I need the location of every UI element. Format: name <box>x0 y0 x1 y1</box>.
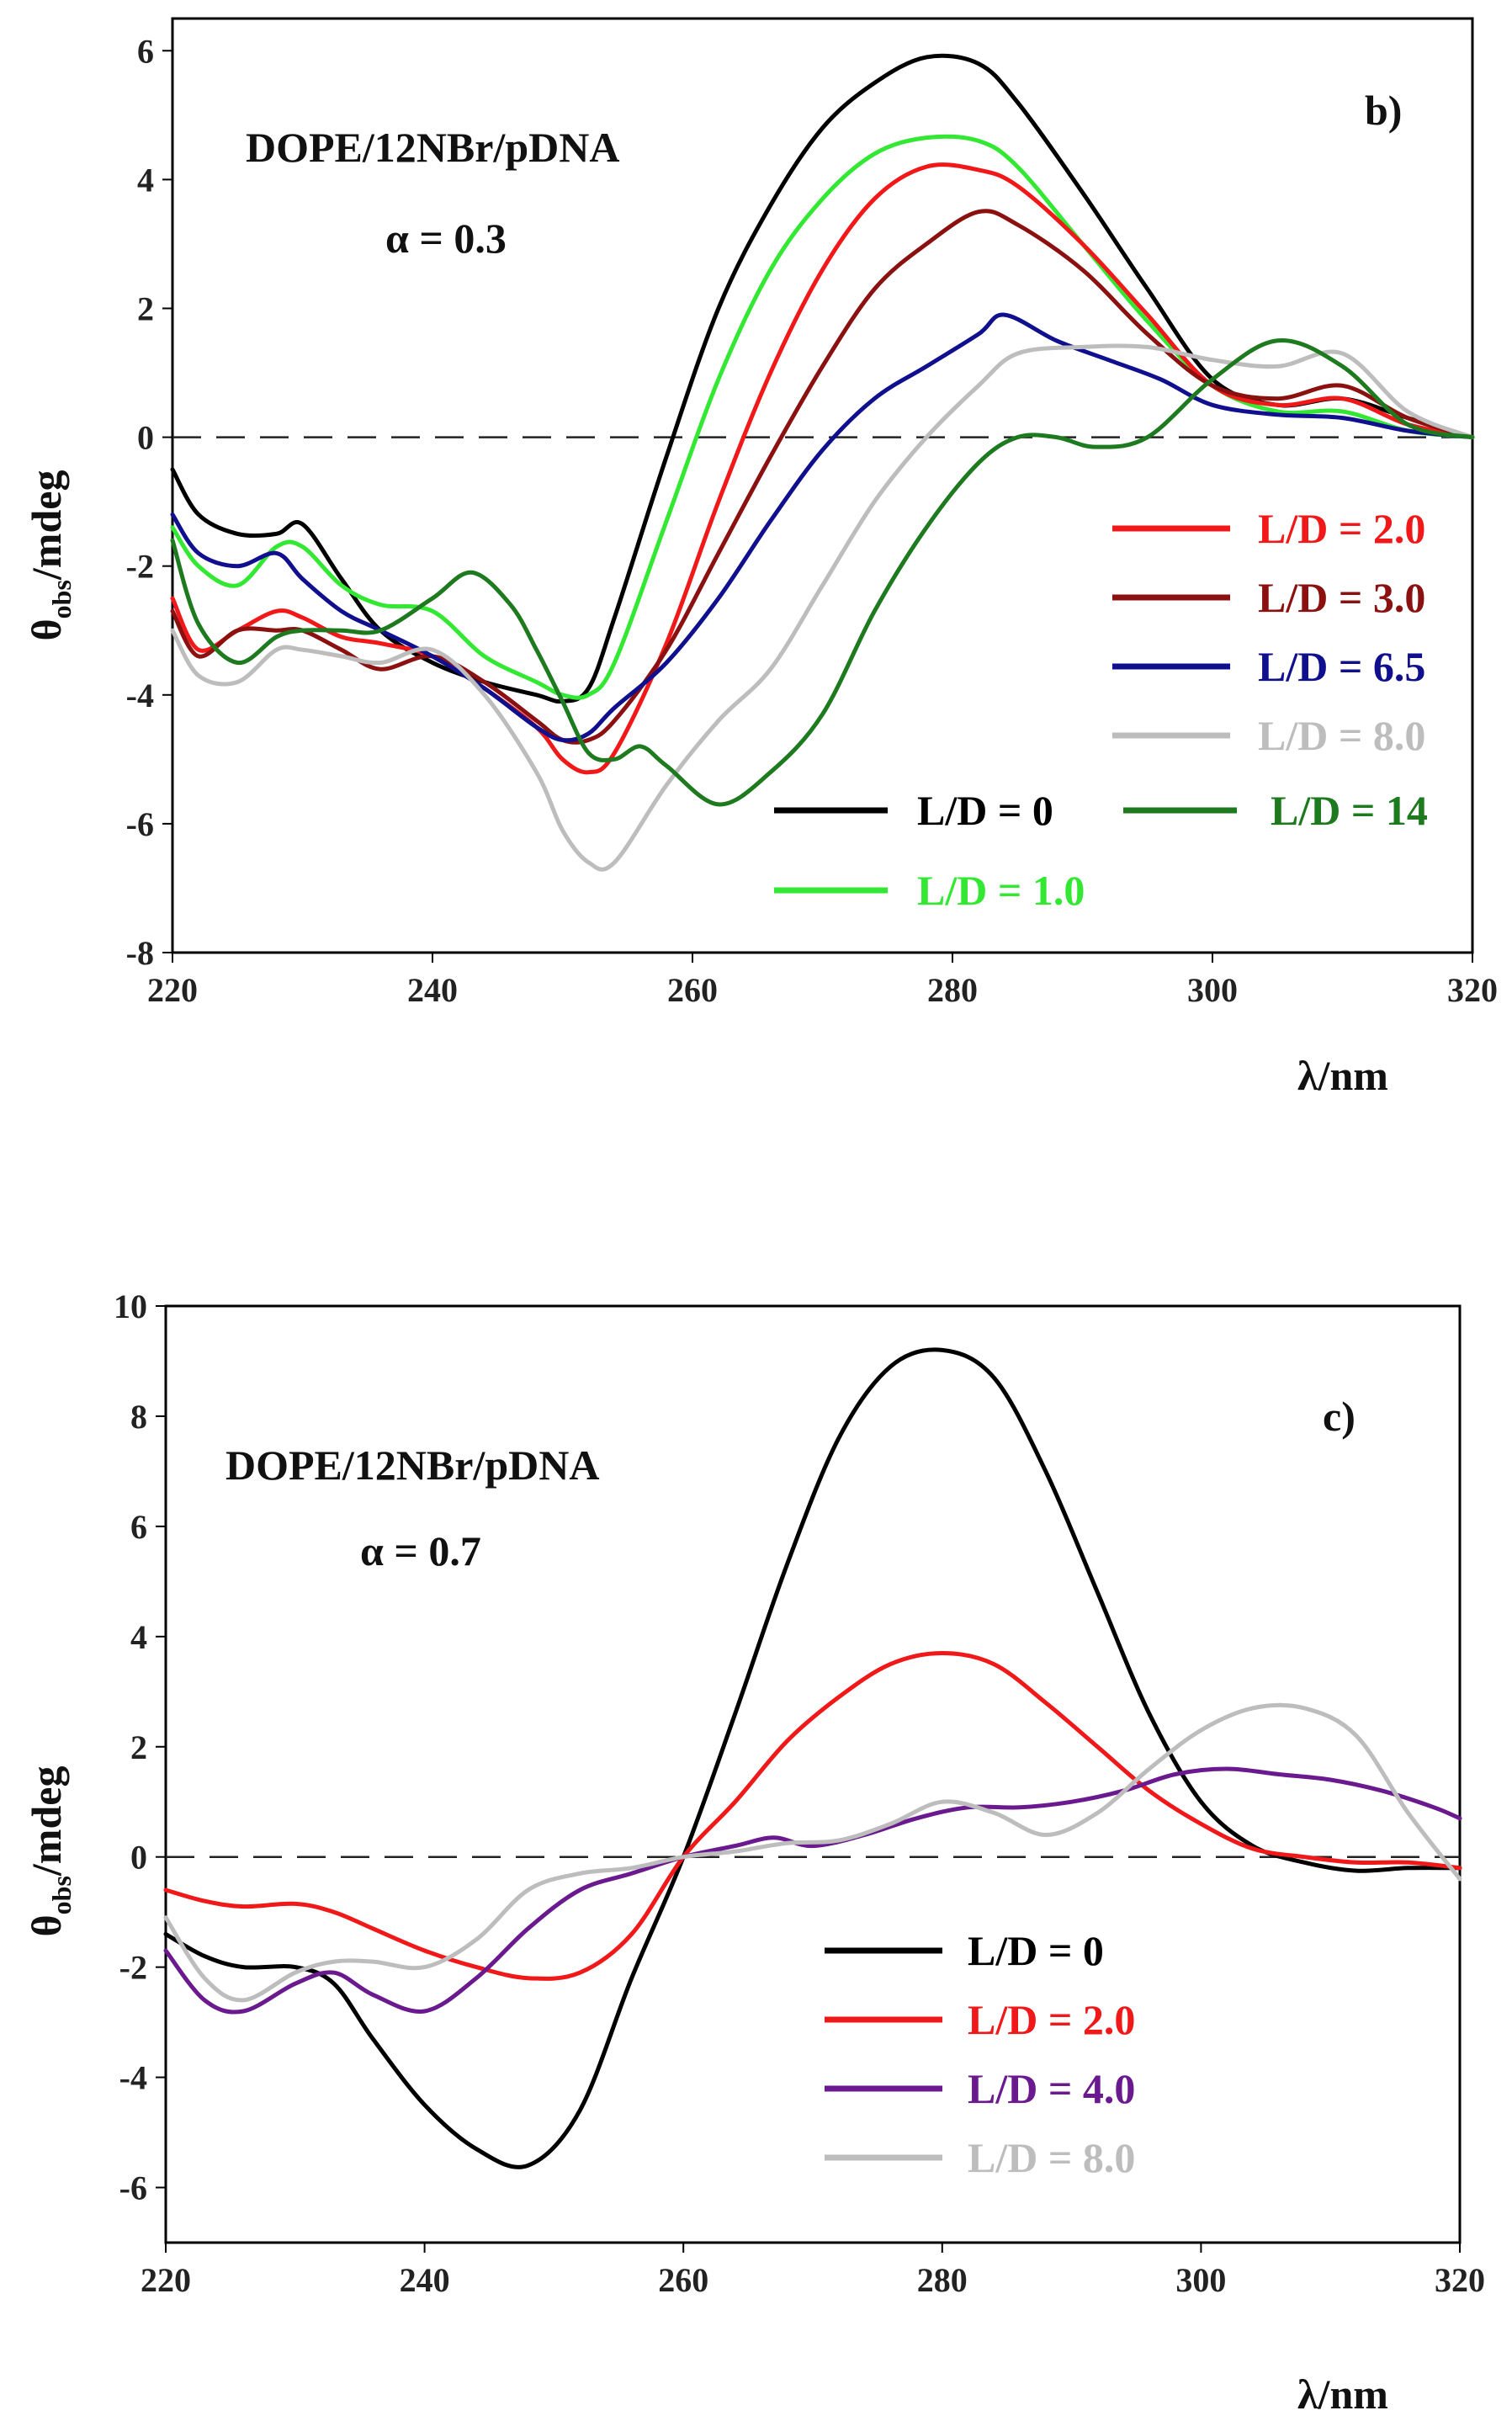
panel-label: b) <box>1365 87 1402 134</box>
chart-panel-b: 220 240 260 280 300 320 -8 -6 -4 -2 0 2 4 6 DOPE/12NB… <box>23 17 1498 1099</box>
legend-label: L/D = 1.0 <box>917 867 1085 914</box>
x-tick-label: 280 <box>917 2261 968 2299</box>
legend-label: L/D = 0 <box>968 1927 1104 1974</box>
axes: 220 240 260 280 300 320 -8 -6 -4 -2 0 2 4 6 <box>126 32 1498 1009</box>
y-tick-label: 2 <box>130 1728 147 1766</box>
legend-label: L/D = 14 <box>1271 787 1428 834</box>
legend-item-ld-0: L/D = 0 <box>825 1927 1104 1974</box>
annotation-alpha: α = 0.7 <box>360 1527 481 1574</box>
series-line-l-d-0 <box>170 53 1475 704</box>
x-tick-label: 320 <box>1435 2261 1485 2299</box>
legend-item-ld-3: L/D = 3.0 <box>1112 574 1425 621</box>
y-tick-label: -2 <box>126 548 154 586</box>
y-tick-label: 6 <box>137 32 154 70</box>
legend-label: L/D = 2.0 <box>968 1996 1135 2043</box>
legend-label: L/D = 8.0 <box>968 2134 1135 2181</box>
y-axis-title-rest: /mdeg <box>23 470 70 581</box>
annotation-alpha: α = 0.3 <box>385 215 507 262</box>
axes: 220 240 260 280 300 320 -6 -4 -2 0 2 4 6 8 10 <box>114 1287 1485 2299</box>
series-line-l-d-2-0 <box>163 1651 1462 1981</box>
x-tick-label: 320 <box>1447 971 1498 1009</box>
series-line-l-d-14 <box>170 338 1475 807</box>
legend-label: L/D = 4.0 <box>968 2065 1135 2112</box>
x-tick-label: 300 <box>1175 2261 1226 2299</box>
legend: L/D = 0 L/D = 2.0 L/D = 4.0 L/D = 8.0 <box>825 1927 1135 2181</box>
series-group <box>163 1347 1462 2169</box>
y-axis-title-rest: /mdeg <box>23 1766 70 1877</box>
y-tick-label: 10 <box>114 1287 147 1325</box>
legend-label: L/D = 8.0 <box>1258 712 1425 759</box>
legend-item-ld-8: L/D = 8.0 <box>1112 712 1425 759</box>
y-tick-label: 8 <box>130 1398 147 1436</box>
x-tick-label: 220 <box>147 971 198 1009</box>
legend-label: L/D = 6.5 <box>1258 643 1425 690</box>
series-group <box>170 53 1475 872</box>
series-line-l-d-6-5 <box>170 312 1475 743</box>
legend-label: L/D = 0 <box>917 787 1053 834</box>
x-tick-label: 220 <box>141 2261 191 2299</box>
x-axis-title: λ/nm <box>1297 2371 1388 2418</box>
series-line-l-d-3-0 <box>170 209 1475 745</box>
series-line-l-d-8-0 <box>170 343 1475 872</box>
x-tick-label: 260 <box>658 2261 708 2299</box>
legend-item-ld-8: L/D = 8.0 <box>825 2134 1135 2181</box>
plot-frame <box>171 17 1474 954</box>
y-tick-label: -2 <box>119 1949 147 1987</box>
y-tick-label: 4 <box>130 1618 147 1656</box>
y-axis-title: θobs/mdeg <box>23 470 77 641</box>
y-tick-label: -4 <box>126 677 154 714</box>
legend-label: L/D = 2.0 <box>1258 505 1425 552</box>
y-tick-label: 6 <box>130 1508 147 1546</box>
x-tick-label: 300 <box>1187 971 1238 1009</box>
x-tick-label: 280 <box>927 971 978 1009</box>
series-line-l-d-4-0 <box>163 1766 1462 2015</box>
y-tick-label: 0 <box>130 1839 147 1877</box>
legend-label: L/D = 3.0 <box>1258 574 1425 621</box>
series-line-l-d-2-0 <box>170 162 1475 775</box>
legend-item-ld-4: L/D = 4.0 <box>825 2065 1135 2112</box>
annotation-sample: DOPE/12NBr/pDNA <box>225 1441 599 1489</box>
legend: L/D = 2.0 L/D = 3.0 L/D = 6.5 L/D = 8.0 … <box>774 505 1428 914</box>
legend-item-ld-14: L/D = 14 <box>1123 787 1428 834</box>
y-tick-label: 0 <box>137 419 154 457</box>
y-tick-label: -8 <box>126 934 154 972</box>
legend-item-ld-0: L/D = 0 <box>774 787 1053 834</box>
chart-panel-c: 220 240 260 280 300 320 -6 -4 -2 0 2 4 6 8 10 DOPE/12N… <box>23 1287 1485 2418</box>
y-tick-label: 4 <box>137 161 154 199</box>
legend-item-ld-1: L/D = 1.0 <box>774 867 1085 914</box>
y-tick-label: -4 <box>119 2059 147 2097</box>
y-axis-title-main: θ <box>23 619 70 640</box>
x-tick-label: 240 <box>400 2261 450 2299</box>
y-tick-label: -6 <box>119 2169 147 2207</box>
annotation-sample: DOPE/12NBr/pDNA <box>246 124 619 171</box>
y-axis-title: θobs/mdeg <box>23 1766 77 1937</box>
x-tick-label: 260 <box>667 971 718 1009</box>
legend-item-ld-2: L/D = 2.0 <box>1112 505 1425 552</box>
y-tick-label: 2 <box>137 289 154 327</box>
x-axis-title: λ/nm <box>1297 1052 1388 1099</box>
legend-item-ld-6-5: L/D = 6.5 <box>1112 643 1425 690</box>
legend-item-ld-2: L/D = 2.0 <box>825 1996 1135 2043</box>
y-tick-label: -6 <box>126 805 154 843</box>
y-axis-title-sub: obs <box>46 1876 77 1914</box>
plot-frame <box>164 1304 1462 2244</box>
y-axis-title-sub: obs <box>46 580 77 619</box>
y-axis-title-main: θ <box>23 1914 70 1936</box>
series-line-l-d-0 <box>163 1347 1462 2169</box>
x-tick-label: 240 <box>407 971 458 1009</box>
panel-label: c) <box>1323 1393 1355 1440</box>
series-line-l-d-8-0 <box>163 1702 1462 2003</box>
